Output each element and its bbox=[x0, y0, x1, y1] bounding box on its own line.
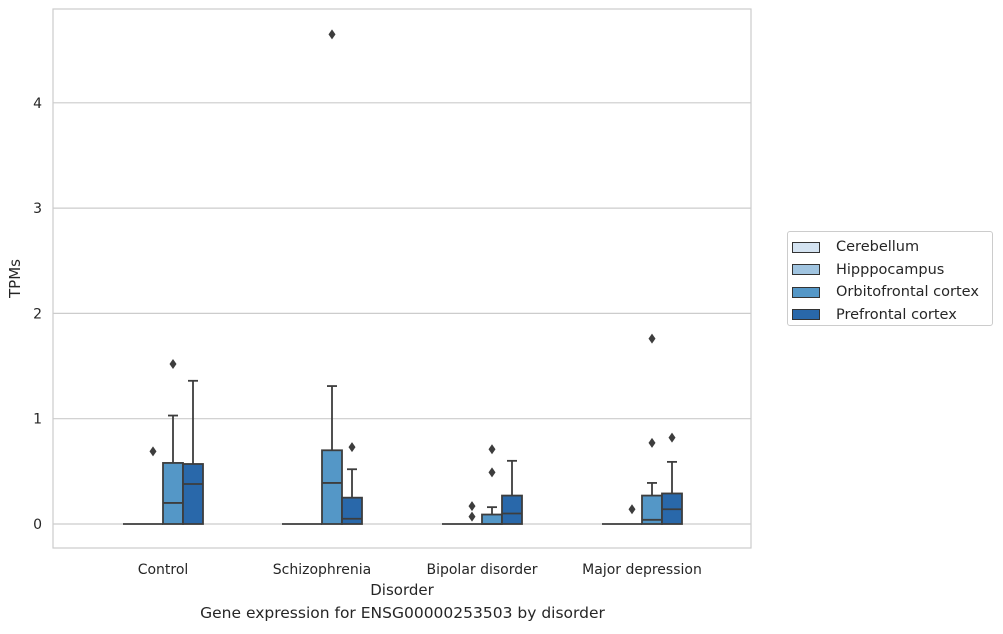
box-2-3 bbox=[641, 333, 663, 525]
figure-caption: Gene expression for ENSG00000253503 by d… bbox=[200, 604, 605, 622]
outlier-point bbox=[488, 467, 496, 478]
box-2-1 bbox=[321, 29, 343, 525]
outlier-point bbox=[169, 358, 177, 369]
outlier-point bbox=[149, 446, 157, 457]
legend-label: Cerebellum bbox=[836, 239, 920, 256]
box-2-0 bbox=[162, 358, 184, 525]
outlier-point bbox=[648, 437, 656, 448]
x-tick-label: Schizophrenia bbox=[273, 562, 371, 578]
legend-swatch bbox=[792, 309, 820, 321]
box-2-2 bbox=[481, 444, 503, 525]
box-plots bbox=[123, 29, 683, 525]
x-tick-label: Bipolar disorder bbox=[426, 562, 537, 578]
y-axis-label: TPMs bbox=[6, 259, 24, 299]
box-body bbox=[162, 462, 184, 525]
y-tick-label: 3 bbox=[33, 201, 42, 217]
legend-label: Prefrontal cortex bbox=[836, 306, 957, 323]
y-tick-label: 0 bbox=[33, 517, 42, 533]
legend-label: Orbitofrontal cortex bbox=[836, 284, 979, 301]
outlier-point bbox=[328, 29, 336, 40]
x-tick-label: Control bbox=[138, 562, 189, 578]
box-3-3 bbox=[661, 432, 683, 525]
outlier-point bbox=[668, 432, 676, 443]
outlier-point bbox=[468, 511, 476, 522]
plot-frame bbox=[52, 8, 752, 549]
x-tick-labels: Control Schizophrenia Bipolar disorder Majo… bbox=[138, 562, 702, 578]
legend-swatch bbox=[792, 241, 820, 253]
legend-label: Hipppocampus bbox=[836, 261, 945, 278]
y-tick-label: 4 bbox=[33, 96, 42, 112]
box-3-1 bbox=[341, 442, 363, 525]
outlier-point bbox=[648, 333, 656, 344]
legend-swatch bbox=[792, 264, 820, 276]
box-3-0 bbox=[182, 379, 204, 525]
y-tick-label: 2 bbox=[33, 306, 42, 322]
box-body bbox=[481, 513, 503, 525]
legend-item-cerebellum: Cerebellum bbox=[792, 236, 992, 259]
legend-item-orbitofrontal-cortex: Orbitofrontal cortex bbox=[792, 281, 992, 304]
outlier-point bbox=[488, 444, 496, 455]
y-tick-label: 1 bbox=[33, 412, 42, 428]
y-gridlines bbox=[53, 102, 751, 525]
box-body bbox=[501, 494, 523, 525]
box-1-0 bbox=[143, 446, 163, 525]
y-tick-labels: 0 1 2 3 4 bbox=[33, 96, 42, 533]
outlier-point bbox=[348, 442, 356, 453]
x-tick-label: Major depression bbox=[582, 562, 702, 578]
box-body bbox=[182, 463, 204, 525]
box-1-2 bbox=[462, 501, 482, 525]
box-body bbox=[321, 449, 343, 525]
x-axis-label: Disorder bbox=[370, 581, 434, 599]
legend-item-hippocampus: Hipppocampus bbox=[792, 259, 992, 282]
legend-swatch bbox=[792, 286, 820, 298]
outlier-point bbox=[468, 501, 476, 512]
legend: Cerebellum Hipppocampus Orbitofrontal co… bbox=[787, 231, 993, 326]
box-3-2 bbox=[501, 459, 523, 525]
legend-item-prefrontal-cortex: Prefrontal cortex bbox=[792, 304, 992, 327]
outlier-point bbox=[628, 504, 636, 515]
box-body bbox=[341, 496, 363, 525]
box-1-3 bbox=[622, 504, 642, 525]
